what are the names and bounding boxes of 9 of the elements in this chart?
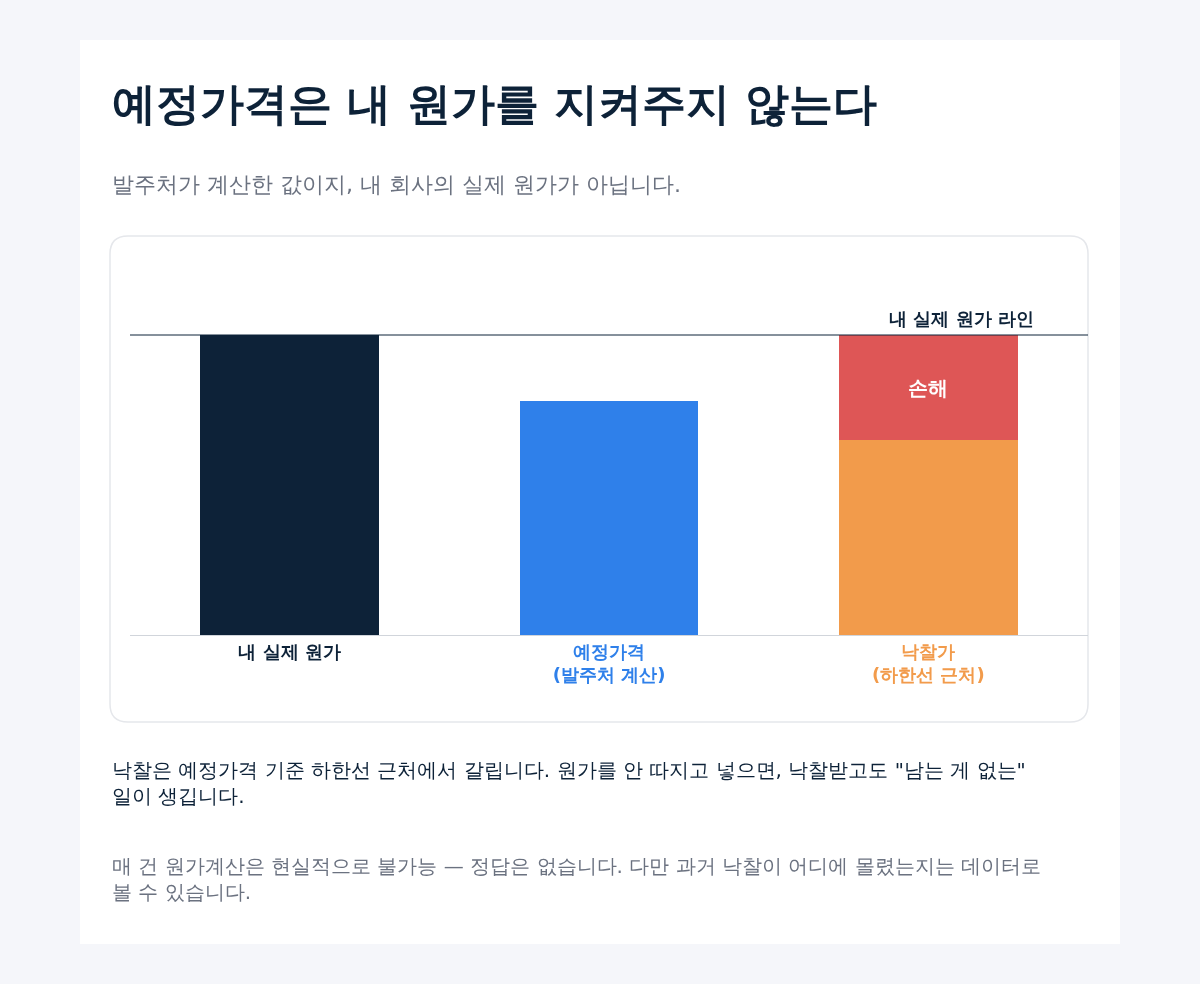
text: 낙찰은 예정가격 기준 하한선 근처에서 갈립니다. 원가를 안 따지고 넣으면, 낙찰받고도 "남는 게 없는" 일이 생깁니다. bbox=[112, 758, 1026, 808]
x-tick-label: 낙찰가 (하한선 근처) bbox=[871, 640, 985, 685]
chart-subtitle: 발주처가 계산한 값이지, 내 회사의 실제 원가가 아닙니다. bbox=[112, 172, 681, 197]
ref-line-label: 내 실제 원가 라인 bbox=[889, 308, 1034, 329]
x-tick-label: 예정가격 (발주처 계산) bbox=[552, 640, 666, 685]
chart-title: 예정가격은 내 원가를 지켜주지 않는다 bbox=[112, 78, 878, 129]
x-tick-label: 내 실제 원가 bbox=[238, 640, 341, 662]
text: 매 건 원가계산은 현실적으로 불가능 — 정답은 없습니다. 다만 과거 낙찰이 어디에 몰렸는지는 데이터로 볼 수 있습니다. bbox=[112, 854, 1042, 904]
series-label: 손해 bbox=[908, 375, 949, 400]
